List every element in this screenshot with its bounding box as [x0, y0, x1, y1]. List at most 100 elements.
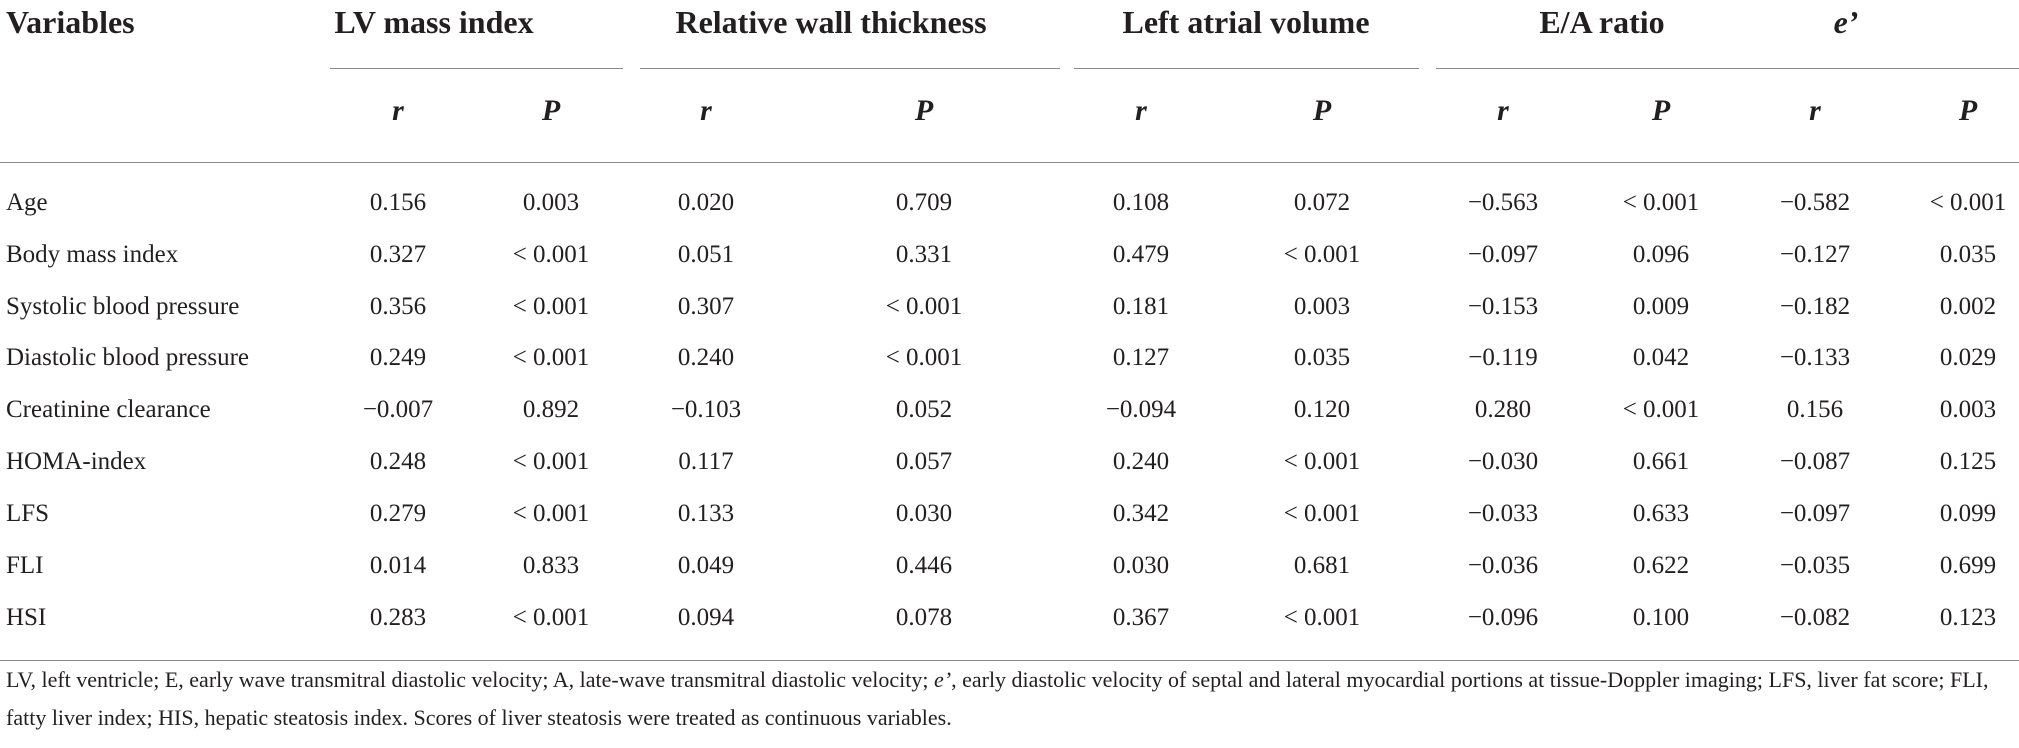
table-cell: < 0.001 [1929, 189, 2007, 216]
table-cell: 0.479 [1112, 241, 1170, 268]
row-label: Creatinine clearance [6, 396, 211, 423]
table-cell: < 0.001 [1622, 396, 1700, 423]
table-cell: 0.279 [369, 500, 427, 527]
variables-header: Variables [6, 4, 135, 40]
group-header-e-prime: e’ [1833, 4, 1859, 40]
table-cell: 0.156 [1786, 396, 1844, 423]
table-cell: 0.123 [1939, 604, 1997, 631]
table-cell: −0.153 [1467, 293, 1539, 320]
table-cell: 0.035 [1293, 344, 1351, 371]
table-cell: 0.057 [895, 448, 953, 475]
footnote-text-pre: LV, left ventricle; E, early wave transm… [6, 667, 934, 692]
table-cell: 0.014 [369, 552, 427, 579]
table-cell: −0.007 [362, 396, 434, 423]
table-cell: 0.342 [1112, 500, 1170, 527]
row-label: HOMA-index [6, 448, 147, 475]
table-cell: −0.036 [1467, 552, 1539, 579]
table-cell: 0.030 [895, 500, 953, 527]
table-cell: < 0.001 [512, 448, 590, 475]
row-label: Diastolic blood pressure [6, 344, 250, 371]
table-cell: 0.094 [677, 604, 735, 631]
table-cell: 0.029 [1939, 344, 1997, 371]
subheader-p: P [1312, 94, 1332, 127]
table-cell: 0.035 [1939, 241, 1997, 268]
table-cell: 0.003 [1939, 396, 1997, 423]
table-cell: 0.249 [369, 344, 427, 371]
table-cell: 0.003 [1293, 293, 1351, 320]
table-cell: 0.049 [677, 552, 735, 579]
table-cell: −0.182 [1779, 293, 1851, 320]
table-cell: 0.002 [1939, 293, 1997, 320]
group-rule-ea-ratio [1436, 68, 1769, 69]
table-cell: 0.125 [1939, 448, 1997, 475]
table-cell: −0.087 [1779, 448, 1851, 475]
table-cell: < 0.001 [512, 344, 590, 371]
group-header-ea-ratio: E/A ratio [1539, 4, 1665, 40]
table-cell: < 0.001 [512, 241, 590, 268]
table-cell: −0.097 [1467, 241, 1539, 268]
table-cell: 0.331 [895, 241, 953, 268]
group-header-relative-wall-thickness: Relative wall thickness [675, 4, 987, 40]
table-cell: 0.356 [369, 293, 427, 320]
table-cell: 0.833 [522, 552, 580, 579]
subheader-r: r [1497, 94, 1509, 127]
table-cell: 0.100 [1632, 604, 1690, 631]
table-cell: 0.051 [677, 241, 735, 268]
group-rule-left-atrial-volume [1074, 68, 1419, 69]
table-cell: 0.156 [369, 189, 427, 216]
table-cell: 0.633 [1632, 500, 1690, 527]
table-cell: −0.119 [1468, 344, 1538, 371]
table-cell: 0.699 [1939, 552, 1997, 579]
table-cell: < 0.001 [1283, 448, 1361, 475]
table-cell: < 0.001 [1283, 500, 1361, 527]
table-cell: −0.094 [1105, 396, 1177, 423]
row-label: Body mass index [6, 241, 179, 268]
table-cell: 0.283 [369, 604, 427, 631]
table-footnote: LV, left ventricle; E, early wave transm… [6, 661, 2011, 737]
table-cell: 0.240 [1112, 448, 1170, 475]
row-label: LFS [6, 500, 50, 527]
subheader-p: P [1651, 94, 1671, 127]
table-cell: −0.035 [1779, 552, 1851, 579]
table-cell: 0.099 [1939, 500, 1997, 527]
table-cell: 0.446 [895, 552, 953, 579]
header-bottom-rule [0, 162, 2019, 163]
table-cell: −0.582 [1779, 189, 1851, 216]
table-cell: 0.020 [677, 189, 735, 216]
table-cell: −0.082 [1779, 604, 1851, 631]
table-cell: 0.280 [1474, 396, 1532, 423]
table-cell: 0.078 [895, 604, 953, 631]
table-bottom-rule [0, 660, 2019, 661]
table-cell: −0.103 [670, 396, 742, 423]
table-cell: 0.661 [1632, 448, 1690, 475]
group-header-lv-mass-index: LV mass index [334, 4, 534, 40]
table-cell: < 0.001 [1283, 241, 1361, 268]
row-label: FLI [6, 552, 44, 579]
table-cell: −0.563 [1467, 189, 1539, 216]
table-cell: < 0.001 [512, 500, 590, 527]
table-cell: 0.892 [522, 396, 580, 423]
subheader-p: P [541, 94, 561, 127]
group-rule-lv-mass-index [330, 68, 623, 69]
footnote-e-prime: e’ [934, 667, 952, 692]
table-cell: −0.033 [1467, 500, 1539, 527]
table-cell: 0.108 [1112, 189, 1170, 216]
table-cell: 0.052 [895, 396, 953, 423]
group-header-left-atrial-volume: Left atrial volume [1122, 4, 1370, 40]
table-cell: < 0.001 [1283, 604, 1361, 631]
table-cell: 0.030 [1112, 552, 1170, 579]
table-cell: 0.327 [369, 241, 427, 268]
table-cell: < 0.001 [512, 604, 590, 631]
subheader-p: P [1958, 94, 1978, 127]
table-cell: −0.133 [1779, 344, 1851, 371]
group-rule-e-prime [1743, 68, 2019, 69]
subheader-p: P [914, 94, 934, 127]
table-cell: 0.240 [677, 344, 735, 371]
table-cell: 0.181 [1112, 293, 1170, 320]
row-label: HSI [6, 604, 47, 631]
table-cell: −0.097 [1779, 500, 1851, 527]
table-cell: 0.133 [677, 500, 735, 527]
table-cell: < 0.001 [885, 344, 963, 371]
table-cell: 0.307 [677, 293, 735, 320]
subheader-r: r [700, 94, 712, 127]
